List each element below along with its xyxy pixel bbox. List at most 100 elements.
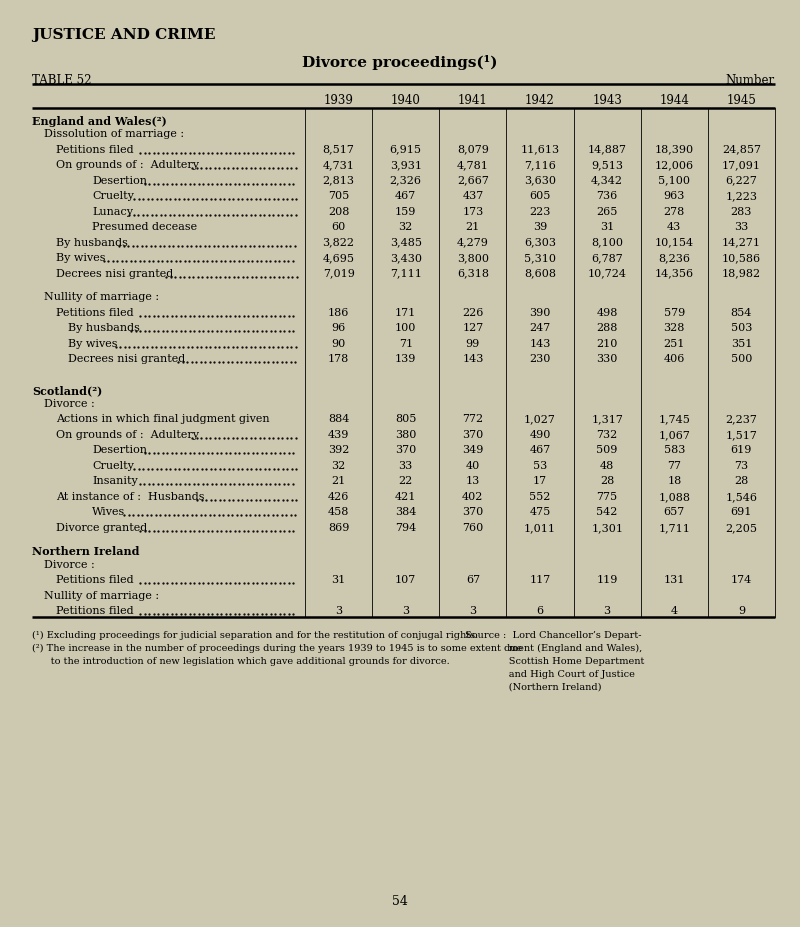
Text: Nullity of marriage :: Nullity of marriage : [44,292,159,302]
Text: 99: 99 [466,338,480,349]
Text: 380: 380 [395,430,417,439]
Text: to the introduction of new legislation which gave additional grounds for divorce: to the introduction of new legislation w… [32,657,450,666]
Text: 736: 736 [597,191,618,201]
Text: 14,356: 14,356 [654,269,694,279]
Text: 490: 490 [530,430,550,439]
Text: 370: 370 [395,445,416,455]
Text: 370: 370 [462,430,483,439]
Text: 2,205: 2,205 [726,523,758,533]
Text: 33: 33 [734,222,749,232]
Text: 1941: 1941 [458,94,488,107]
Text: 4,279: 4,279 [457,237,489,248]
Text: 2,667: 2,667 [457,176,489,185]
Text: 1,067: 1,067 [658,430,690,439]
Text: 90: 90 [331,338,346,349]
Text: 7,019: 7,019 [322,269,354,279]
Text: 11,613: 11,613 [521,145,559,155]
Text: 2,813: 2,813 [322,176,354,185]
Text: 1939: 1939 [324,94,354,107]
Text: 370: 370 [462,507,483,517]
Text: 3,630: 3,630 [524,176,556,185]
Text: Divorce granted: Divorce granted [56,523,147,533]
Text: 1,011: 1,011 [524,523,556,533]
Text: 437: 437 [462,191,483,201]
Text: By wives: By wives [68,338,118,349]
Text: 7,111: 7,111 [390,269,422,279]
Text: 247: 247 [530,324,550,333]
Text: 500: 500 [730,354,752,364]
Text: 13: 13 [466,476,480,487]
Text: 805: 805 [395,414,417,425]
Text: 119: 119 [597,575,618,585]
Text: England and Wales(²): England and Wales(²) [32,116,166,127]
Text: Petitions filed: Petitions filed [56,145,134,155]
Text: 54: 54 [392,895,408,908]
Text: 1,546: 1,546 [726,492,758,502]
Text: 186: 186 [328,308,350,318]
Text: 178: 178 [328,354,349,364]
Text: 8,236: 8,236 [658,253,690,263]
Text: 107: 107 [395,575,416,585]
Text: 28: 28 [600,476,614,487]
Text: 12,006: 12,006 [654,160,694,171]
Text: (Northern Ireland): (Northern Ireland) [465,683,602,692]
Text: 1942: 1942 [525,94,555,107]
Text: Cruelty: Cruelty [92,461,134,471]
Text: 1,711: 1,711 [658,523,690,533]
Text: 6,915: 6,915 [390,145,422,155]
Text: Insanity: Insanity [92,476,138,487]
Text: 467: 467 [530,445,550,455]
Text: 4: 4 [670,606,678,616]
Text: 8,517: 8,517 [322,145,354,155]
Text: 1,317: 1,317 [591,414,623,425]
Text: 1,223: 1,223 [726,191,758,201]
Text: 18,390: 18,390 [654,145,694,155]
Text: At instance of :  Husbands: At instance of : Husbands [56,492,205,502]
Text: 467: 467 [395,191,416,201]
Text: 475: 475 [530,507,550,517]
Text: 171: 171 [395,308,416,318]
Text: 31: 31 [331,575,346,585]
Text: 10,724: 10,724 [588,269,626,279]
Text: By husbands: By husbands [68,324,140,333]
Text: 4,781: 4,781 [457,160,489,171]
Text: 14,271: 14,271 [722,237,761,248]
Text: 71: 71 [398,338,413,349]
Text: Divorce :: Divorce : [44,399,94,409]
Text: 4,695: 4,695 [322,253,354,263]
Text: 657: 657 [664,507,685,517]
Text: 139: 139 [395,354,417,364]
Text: 4,731: 4,731 [322,160,354,171]
Text: 60: 60 [331,222,346,232]
Text: 498: 498 [597,308,618,318]
Text: JUSTICE AND CRIME: JUSTICE AND CRIME [32,28,215,42]
Text: 17,091: 17,091 [722,160,761,171]
Text: 2,326: 2,326 [390,176,422,185]
Text: 509: 509 [597,445,618,455]
Text: 6: 6 [537,606,543,616]
Text: 21: 21 [331,476,346,487]
Text: Scotland(²): Scotland(²) [32,386,102,397]
Text: 283: 283 [730,207,752,217]
Text: 3,800: 3,800 [457,253,489,263]
Text: 6,318: 6,318 [457,269,489,279]
Text: 9,513: 9,513 [591,160,623,171]
Text: 605: 605 [530,191,550,201]
Text: 8,079: 8,079 [457,145,489,155]
Text: 96: 96 [331,324,346,333]
Text: 143: 143 [462,354,483,364]
Text: 265: 265 [597,207,618,217]
Text: Petitions filed: Petitions filed [56,575,134,585]
Text: 579: 579 [664,308,685,318]
Text: 3: 3 [603,606,610,616]
Text: 328: 328 [663,324,685,333]
Text: 5,100: 5,100 [658,176,690,185]
Text: 583: 583 [663,445,685,455]
Text: 100: 100 [395,324,417,333]
Text: 619: 619 [730,445,752,455]
Text: 117: 117 [530,575,550,585]
Text: 208: 208 [328,207,350,217]
Text: 17: 17 [533,476,547,487]
Text: TABLE 52: TABLE 52 [32,74,91,87]
Text: 43: 43 [667,222,682,232]
